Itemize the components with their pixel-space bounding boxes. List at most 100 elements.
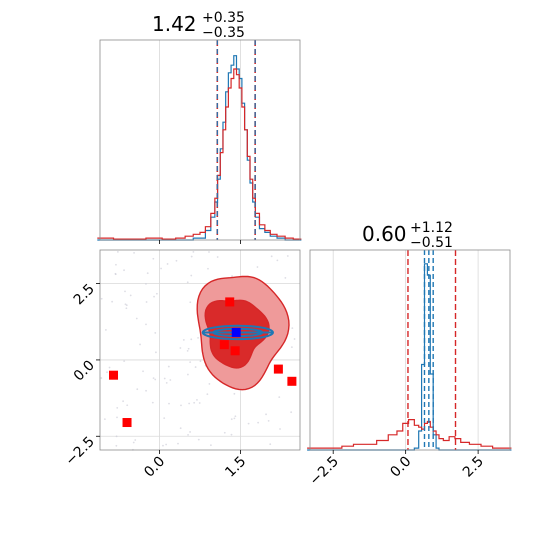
hist-p1-quantile-lines: [216, 40, 256, 240]
joint-sample-point: [182, 339, 185, 341]
joint-sample-point: [233, 392, 236, 395]
joint-sample-point: [136, 388, 139, 391]
joint-sample-point: [230, 433, 233, 436]
hist-p1-ticks: [159, 240, 241, 244]
joint-sample-point: [155, 351, 157, 354]
joint-sample-point: [169, 379, 172, 381]
joint-sample-point: [115, 444, 118, 447]
joint-sample-point: [190, 338, 193, 341]
joint-sample-point: [145, 323, 147, 326]
joint-sample-point: [290, 346, 293, 349]
joint-sample-point: [233, 417, 236, 420]
joint-sample-point: [108, 366, 111, 369]
joint-y-tick-label-1: 0.0: [71, 357, 98, 384]
joint-red-marker: [273, 364, 283, 374]
joint-sample-point: [134, 439, 137, 441]
hist-p2-panel: −2.5 0.0 2.5 0.60 +1.12 −0.51: [307, 220, 512, 489]
joint-sample-point: [269, 443, 272, 446]
hist-p1-title-plus: +0.35: [202, 10, 245, 26]
joint-sample-point: [163, 377, 166, 380]
joint-sample-point: [179, 427, 182, 430]
hist-p2-model-series: [307, 419, 512, 449]
joint-sample-point: [100, 377, 103, 379]
joint-sample-point: [175, 259, 178, 262]
joint-sample-point: [154, 378, 157, 381]
joint-sample-point: [186, 349, 189, 352]
joint-sample-point: [123, 269, 125, 272]
joint-sample-point: [180, 404, 182, 407]
joint-sample-point: [160, 267, 162, 270]
joint-sample-point: [152, 377, 155, 380]
joint-sample-point: [276, 259, 279, 262]
joint-sample-point: [165, 443, 168, 446]
hist-p2-background: [310, 250, 510, 450]
joint-sample-point: [124, 290, 126, 293]
hist-p1-title-minus: −0.35: [202, 25, 245, 41]
joint-sample-point: [208, 251, 210, 253]
hist-p1-title-value: 1.42: [152, 12, 197, 36]
hist-p2-ticks: −2.5 0.0 2.5: [307, 450, 487, 489]
joint-sample-point: [123, 360, 126, 363]
joint-sample-point: [290, 411, 293, 414]
joint-sample-point: [154, 332, 157, 334]
hist-p2-quantile-lines: [407, 250, 457, 450]
joint-sample-point: [293, 338, 296, 340]
joint-sample-point: [187, 347, 190, 350]
joint-sample-point: [291, 327, 294, 330]
joint-sample-point: [187, 373, 189, 376]
joint-sample-point: [132, 441, 135, 444]
joint-y-tick-label-2: 2.5: [71, 281, 98, 308]
joint-sample-point: [197, 438, 200, 441]
joint-sample-point: [114, 272, 117, 275]
hist-p1-background: [100, 40, 300, 240]
hist-p2-title-minus: −0.51: [410, 235, 453, 251]
joint-sample-point: [196, 398, 198, 401]
joint-sample-point: [286, 255, 289, 257]
joint-sample-point: [186, 281, 189, 284]
joint-sample-point: [116, 416, 118, 419]
joint-sample-point: [100, 297, 103, 300]
joint-sample-point: [234, 415, 237, 418]
hist-p2-x-tick-label-0: −2.5: [307, 454, 342, 489]
joint-sample-point: [256, 266, 259, 268]
joint-sample-point: [223, 431, 226, 434]
joint-sample-point: [187, 434, 189, 436]
joint-sample-point: [206, 393, 209, 396]
joint-sample-point: [247, 422, 250, 425]
joint-sample-point: [115, 263, 117, 266]
joint-sample-point: [133, 251, 135, 254]
joint-sample-point: [162, 444, 164, 447]
hist-p1-model-series: [97, 68, 302, 240]
joint-sample-point: [142, 370, 144, 373]
hist-p1-truth-series: [97, 55, 302, 241]
joint-sample-point: [166, 263, 169, 265]
joint-sample-point: [278, 396, 281, 399]
joint-sample-point: [103, 418, 106, 421]
joint-sample-point: [190, 274, 193, 277]
joint-sample-point: [270, 255, 273, 258]
joint-x-tick-label-0: 0.0: [141, 454, 168, 481]
joint-sample-point: [124, 303, 127, 306]
joint-panel: 0.0 1.5 −2.5 0.0 2.5: [62, 249, 301, 481]
hist-p2-grid: [332, 250, 479, 450]
joint-frame: [99, 249, 301, 451]
joint-sample-point: [177, 442, 179, 445]
joint-sample-point: [155, 292, 158, 295]
joint-sample-point: [189, 431, 191, 433]
joint-sample-point: [197, 336, 199, 339]
joint-sample-point: [188, 402, 191, 405]
joint-sample-point: [265, 413, 267, 416]
joint-sample-point: [163, 417, 166, 420]
joint-sample-point: [129, 294, 132, 297]
joint-sample-point: [152, 257, 155, 260]
hist-p2-title-value: 0.60: [362, 222, 407, 246]
joint-sample-point: [126, 404, 129, 407]
joint-blue-marker: [231, 327, 241, 337]
joint-sample-point: [230, 418, 233, 421]
joint-sample-point: [167, 365, 170, 368]
joint-y-tick-label-0: −2.5: [62, 434, 97, 469]
joint-sample-point: [111, 300, 114, 303]
joint-sample-point: [145, 282, 147, 285]
joint-sample-point: [139, 343, 141, 346]
hist-p2-x-tick-label-1: 0.0: [387, 454, 414, 481]
